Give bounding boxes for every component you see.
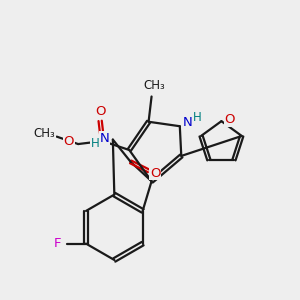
Text: F: F — [54, 237, 62, 250]
Text: H: H — [91, 137, 99, 150]
Text: O: O — [150, 167, 160, 180]
Text: O: O — [95, 105, 105, 118]
Text: N: N — [100, 132, 110, 145]
Text: CH₃: CH₃ — [33, 127, 55, 140]
Text: CH₃: CH₃ — [144, 79, 165, 92]
Text: O: O — [224, 113, 235, 126]
Text: H: H — [193, 111, 202, 124]
Text: O: O — [63, 135, 74, 148]
Text: N: N — [183, 116, 193, 129]
